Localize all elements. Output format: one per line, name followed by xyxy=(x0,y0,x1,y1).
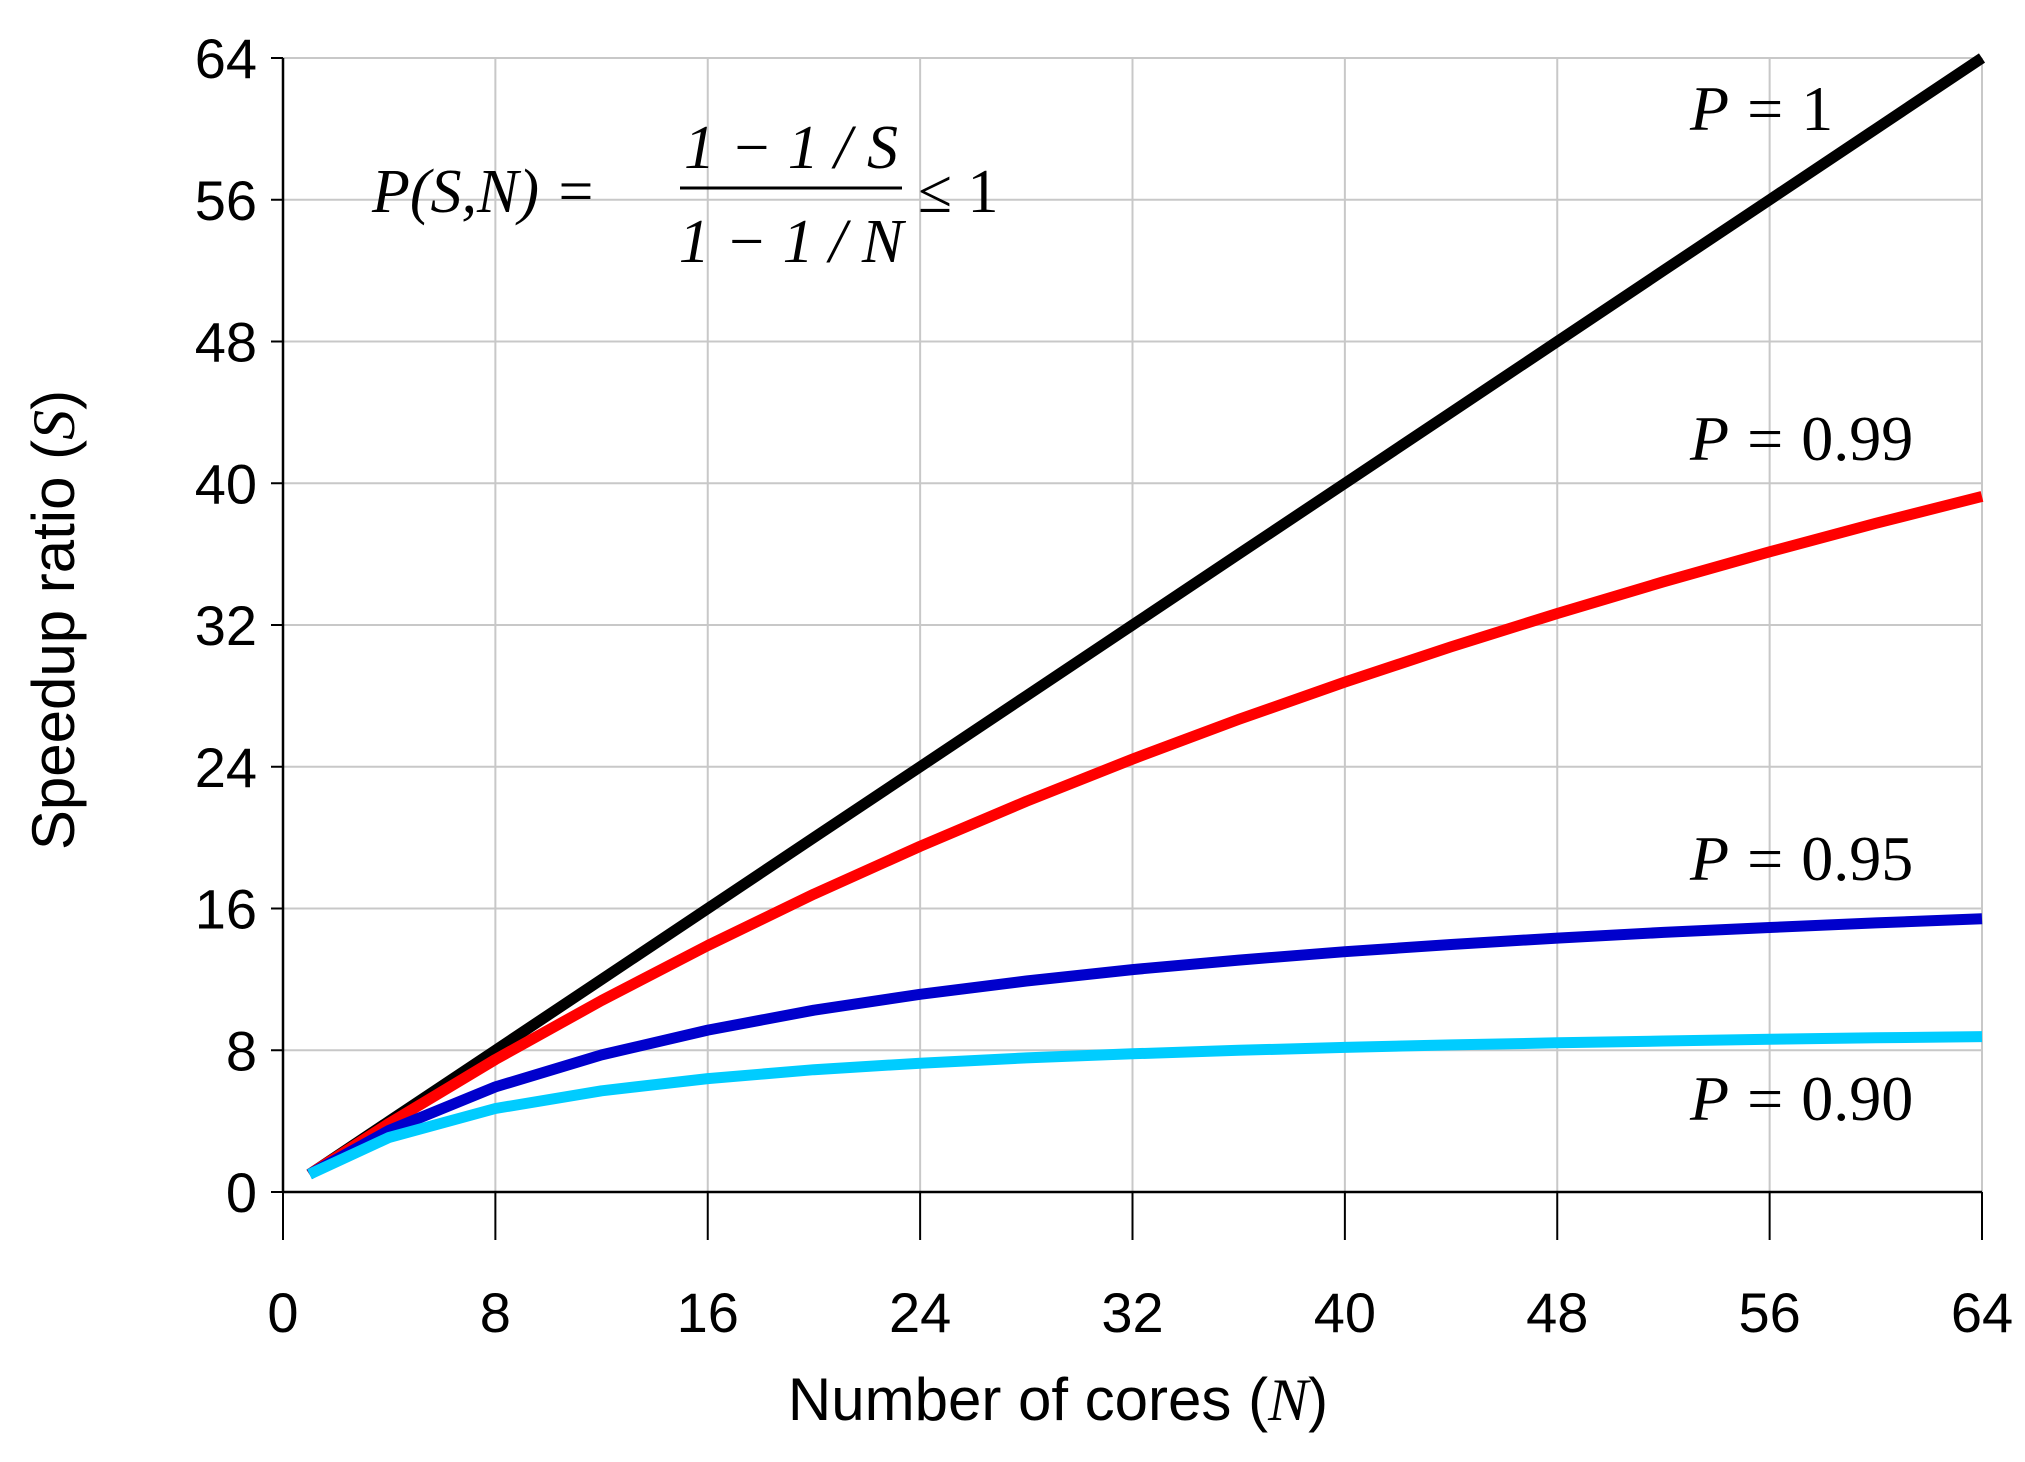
y-tick-label: 0 xyxy=(226,1161,257,1224)
x-tick-label: 40 xyxy=(1314,1281,1376,1344)
series-label-var: P xyxy=(1689,403,1729,474)
x-tick-label: 56 xyxy=(1738,1281,1800,1344)
series-label-eq: = xyxy=(1747,1063,1783,1134)
x-tick-label: 64 xyxy=(1951,1281,2013,1344)
x-axis-title-var: N xyxy=(1267,1367,1311,1433)
series-label: P = 0.99 xyxy=(1689,403,1913,474)
x-tick-label: 32 xyxy=(1101,1281,1163,1344)
x-tick-label: 16 xyxy=(677,1281,739,1344)
series-label-value: 0.95 xyxy=(1801,823,1913,894)
series-label: P = 0.90 xyxy=(1689,1063,1913,1134)
formula-lhs: P(S,N) = xyxy=(371,158,596,226)
x-axis-title-suffix: ) xyxy=(1308,1366,1328,1433)
series-lines xyxy=(306,53,1986,1180)
x-tick-label: 24 xyxy=(889,1281,951,1344)
x-tick-label: 0 xyxy=(267,1281,298,1344)
formula-annotation: P(S,N) = 1 − 1 / S 1 − 1 / N ≤ 1 xyxy=(371,114,999,276)
series-label-var: P xyxy=(1689,1063,1729,1134)
x-axis-title-prefix: Number of cores ( xyxy=(788,1366,1268,1433)
series-line-0_90 xyxy=(307,1031,1983,1180)
series-line-0_99 xyxy=(306,491,1984,1179)
series-labels: P = 1 P = 0.99 P = 0.95 P = 0.90 xyxy=(1689,73,1913,1134)
x-tick-label: 48 xyxy=(1526,1281,1588,1344)
series-label-value: 0.99 xyxy=(1801,403,1913,474)
y-tick-label: 64 xyxy=(195,27,257,90)
y-tick-label: 16 xyxy=(195,878,257,941)
y-tick-label: 8 xyxy=(226,1019,257,1082)
series-label: P = 0.95 xyxy=(1689,823,1913,894)
y-tick-label: 40 xyxy=(195,452,257,515)
series-label-var: P xyxy=(1689,73,1729,144)
series-label-value: 0.90 xyxy=(1801,1063,1913,1134)
x-tick-label: 8 xyxy=(480,1281,511,1344)
series-label-eq: = xyxy=(1747,73,1783,144)
x-axis-title: Number of cores (N) xyxy=(788,1366,1328,1433)
y-tick-label: 24 xyxy=(195,736,257,799)
series-line-1 xyxy=(306,53,1986,1179)
y-axis-title-prefix: Speedup ratio ( xyxy=(20,440,87,850)
y-axis-title-var: S xyxy=(21,410,87,440)
y-tick-label: 48 xyxy=(195,311,257,374)
y-axis-title-suffix: ) xyxy=(20,390,87,410)
y-axis-title: Speedup ratio (S) xyxy=(20,390,87,850)
formula-denominator: 1 − 1 / N xyxy=(679,208,907,276)
y-tick-label: 56 xyxy=(195,169,257,232)
series-label-value: 1 xyxy=(1801,73,1833,144)
formula-rhs: ≤ 1 xyxy=(918,158,999,226)
y-tick-label: 32 xyxy=(195,594,257,657)
series-line-0_95 xyxy=(306,913,1983,1180)
series-label-eq: = xyxy=(1747,403,1783,474)
formula-numerator: 1 − 1 / S xyxy=(684,114,898,182)
axes: 0 8 16 24 32 40 48 56 64 0 8 16 24 32 40 48 56 64 xyxy=(195,27,2013,1344)
series-label: P = 1 xyxy=(1689,73,1833,144)
series-label-var: P xyxy=(1689,823,1729,894)
grid xyxy=(283,57,1983,1192)
series-label-eq: = xyxy=(1747,823,1783,894)
